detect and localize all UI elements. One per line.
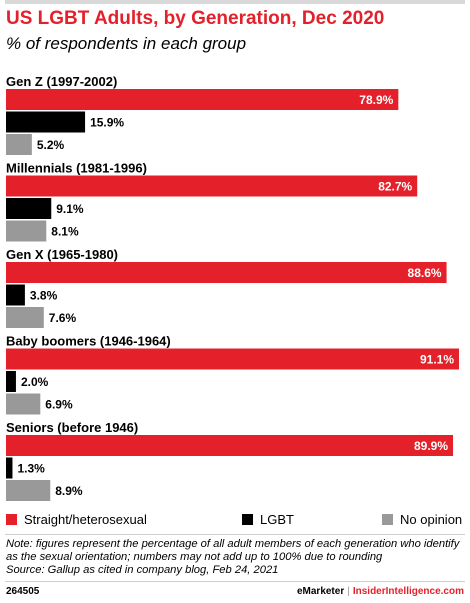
value-label-straight-heterosexual-seniors-before-1946: 89.9%: [414, 439, 448, 453]
top-rule: [5, 0, 465, 4]
chart-note: Note: figures represent the percentage o…: [6, 538, 466, 577]
bar-lgbt-gen-z-1997-2002: [6, 111, 86, 133]
legend-label-no-opinion: No opinion: [400, 512, 463, 527]
value-label-no-opinion-gen-z-1997-2002: 5.2%: [37, 138, 65, 152]
bar-no-opinion-gen-x-1965-1980: [6, 307, 44, 328]
bar-no-opinion-seniors-before-1946: [6, 480, 51, 501]
bar-no-opinion-gen-z-1997-2002: [6, 134, 32, 155]
value-label-lgbt-millennials-1981-1996: 9.1%: [56, 202, 84, 216]
value-label-lgbt-baby-boomers-1946-1964: 2.0%: [21, 375, 49, 389]
chart-legend: Straight/heterosexual LGBT No opinion: [6, 512, 464, 528]
value-label-straight-heterosexual-baby-boomers-1946-1964: 91.1%: [420, 353, 454, 367]
bar-straight-heterosexual-gen-z-1997-2002: [6, 89, 399, 110]
note-line-1: Note: figures represent the percentage o…: [6, 538, 460, 550]
bar-straight-heterosexual-baby-boomers-1946-1964: [6, 348, 459, 370]
bar-straight-heterosexual-seniors-before-1946: [6, 435, 454, 456]
bar-lgbt-millennials-1981-1996: [6, 198, 52, 219]
legend-item-no-opinion: No opinion: [382, 512, 462, 527]
legend-swatch-lgbt: [242, 514, 253, 525]
category-label-gen-x-1965-1980: Gen X (1965-1980): [6, 247, 118, 262]
category-label-gen-z-1997-2002: Gen Z (1997-2002): [6, 74, 117, 89]
value-label-lgbt-gen-x-1965-1980: 3.8%: [30, 289, 58, 303]
bar-chart: Gen Z (1997-2002) 78.9% 15.9% 5.2% Millennia…: [6, 74, 459, 501]
bar-lgbt-seniors-before-1946: [6, 457, 13, 479]
legend-swatch-no-opinion: [382, 514, 393, 525]
value-label-lgbt-seniors-before-1946: 1.3%: [17, 462, 45, 476]
bar-no-opinion-baby-boomers-1946-1964: [6, 393, 41, 415]
bar-no-opinion-millennials-1981-1996: [6, 220, 47, 242]
bar-lgbt-baby-boomers-1946-1964: [6, 371, 16, 392]
value-label-lgbt-gen-z-1997-2002: 15.9%: [90, 116, 124, 130]
value-label-straight-heterosexual-gen-x-1965-1980: 88.6%: [408, 266, 442, 280]
value-label-no-opinion-seniors-before-1946: 8.9%: [55, 484, 83, 498]
value-label-no-opinion-gen-x-1965-1980: 7.6%: [49, 311, 77, 325]
bar-straight-heterosexual-millennials-1981-1996: [6, 175, 418, 197]
brand-insider-intelligence: InsiderIntelligence.com: [352, 586, 464, 597]
footer-brand: eMarketer | InsiderIntelligence.com: [297, 586, 464, 597]
category-label-seniors-before-1946: Seniors (before 1946): [6, 420, 138, 435]
note-line-2: as the sexual orientation; numbers may n…: [6, 551, 383, 563]
category-label-baby-boomers-1946-1964: Baby boomers (1946-1964): [6, 334, 171, 349]
brand-separator: |: [347, 586, 350, 597]
value-label-no-opinion-millennials-1981-1996: 8.1%: [51, 225, 79, 239]
bar-straight-heterosexual-gen-x-1965-1980: [6, 262, 447, 283]
value-label-no-opinion-baby-boomers-1946-1964: 6.9%: [45, 398, 73, 412]
legend-label-straight: Straight/heterosexual: [24, 512, 147, 527]
value-label-straight-heterosexual-millennials-1981-1996: 82.7%: [378, 180, 412, 194]
chart-subtitle: % of respondents in each group: [6, 34, 247, 53]
bar-lgbt-gen-x-1965-1980: [6, 284, 25, 306]
source-line: Source: Gallup as cited in company blog,…: [6, 564, 279, 576]
divider-rule: [5, 534, 465, 535]
category-label-millennials-1981-1996: Millennials (1981-1996): [6, 161, 147, 176]
legend-swatch-straight: [6, 514, 17, 525]
value-label-straight-heterosexual-gen-z-1997-2002: 78.9%: [359, 93, 393, 107]
legend-item-lgbt: LGBT: [242, 512, 294, 527]
legend-label-lgbt: LGBT: [260, 512, 294, 527]
chart-id: 264505: [6, 586, 40, 597]
chart-title: US LGBT Adults, by Generation, Dec 2020: [6, 8, 385, 29]
brand-emarketer: eMarketer: [296, 586, 345, 597]
footer-rule: [5, 581, 465, 582]
legend-item-straight: Straight/heterosexual: [6, 512, 147, 527]
